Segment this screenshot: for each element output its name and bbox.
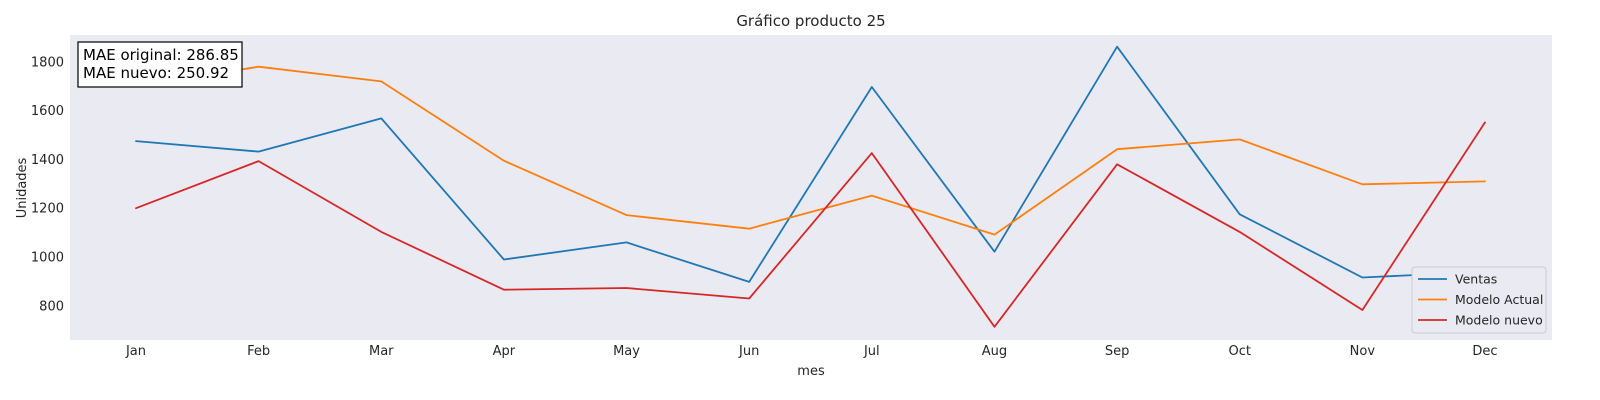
annotation-line-1: MAE original: 286.85 <box>83 46 239 64</box>
y-tick-label: 800 <box>39 299 64 314</box>
legend-label: Modelo Actual <box>1455 292 1543 307</box>
series-line-modelo-nuevo <box>135 121 1486 328</box>
legend-label: Modelo nuevo <box>1455 313 1543 328</box>
x-tick-label: Sep <box>1105 344 1130 359</box>
x-tick-label: Mar <box>369 344 394 359</box>
mae-annotation: MAE original: 286.85 MAE nuevo: 250.92 <box>77 41 243 88</box>
x-tick-label: Jan <box>125 344 146 359</box>
x-axis-ticks: Jan Feb Mar Apr May Jun Jul Aug Sep Oct Nov Dec <box>125 344 1498 359</box>
x-tick-label: Nov <box>1350 344 1376 359</box>
y-tick-label: 1400 <box>31 153 64 168</box>
x-tick-label: Jul <box>863 344 880 359</box>
x-tick-label: Jun <box>738 344 759 359</box>
annotation-box <box>77 41 243 88</box>
series-lines <box>135 45 1486 328</box>
legend: Ventas Modelo Actual Modelo nuevo <box>1411 266 1547 334</box>
x-tick-label: Feb <box>247 344 270 359</box>
y-tick-label: 1800 <box>31 55 64 70</box>
y-tick-label: 1600 <box>31 104 64 119</box>
x-axis-title: mes <box>797 364 825 379</box>
x-tick-label: Aug <box>982 344 1007 359</box>
annotation-line-2: MAE nuevo: 250.92 <box>83 64 229 82</box>
series-line-ventas <box>135 45 1486 283</box>
chart-title: Gráfico producto 25 <box>736 12 885 30</box>
series-line-modelo-actual <box>135 65 1486 236</box>
plot-area <box>70 35 1552 340</box>
y-tick-label: 1200 <box>31 202 64 217</box>
x-tick-label: Dec <box>1472 344 1497 359</box>
x-tick-label: Oct <box>1228 344 1250 359</box>
y-tick-label: 1000 <box>31 251 64 266</box>
x-tick-label: May <box>613 344 640 359</box>
y-axis-ticks: 800 1000 1200 1400 1600 1800 <box>31 55 64 314</box>
x-tick-label: Apr <box>493 344 516 359</box>
y-axis-title: Unidades <box>15 157 30 218</box>
legend-box <box>1411 266 1547 334</box>
legend-label: Ventas <box>1455 272 1497 287</box>
